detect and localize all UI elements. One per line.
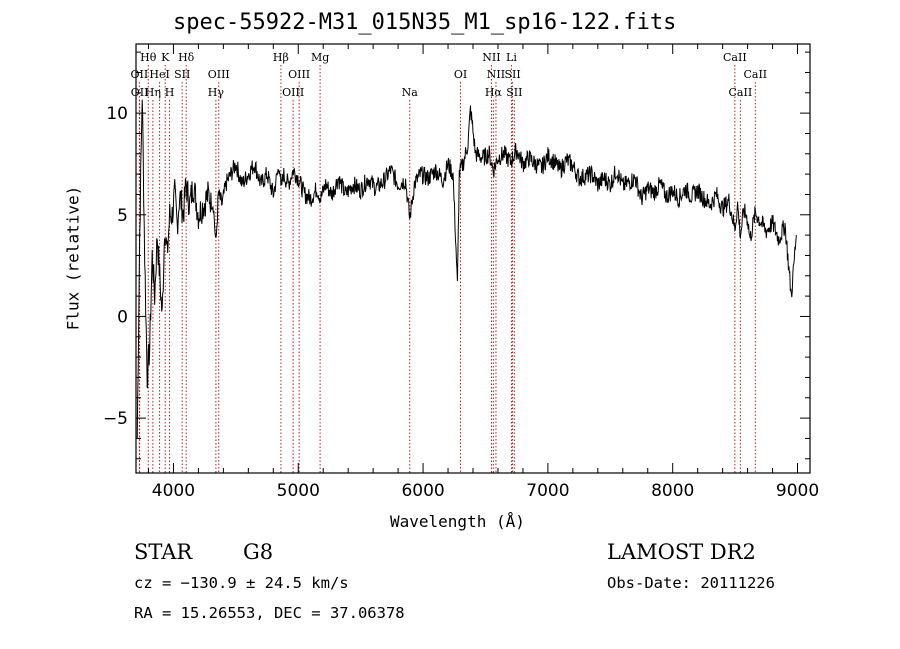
spectral-line-label: NII (487, 68, 505, 81)
spectral-line-label: OIII (282, 86, 304, 99)
spectral-line-label: Hβ (273, 51, 289, 64)
radial-velocity: cz = −130.9 ± 24.5 km/s (134, 574, 349, 592)
spectral-line-label: Hγ (208, 86, 225, 99)
y-tick-label: −5 (103, 409, 128, 429)
survey-name: LAMOST DR2 (607, 540, 756, 564)
spectral-line-label: OII (131, 86, 149, 99)
y-tick-label: 10 (106, 104, 128, 124)
spectral-line-label: Mg (311, 51, 329, 64)
spectral-line-label: CaII (729, 86, 753, 99)
spectral-line-label: CaII (723, 51, 747, 64)
spectral-line-label: K (161, 51, 170, 64)
spectral-line-label: Hα (485, 86, 503, 99)
y-tick-label: 5 (117, 206, 128, 226)
spectral-line-label: Li (506, 51, 517, 64)
x-tick-label: 5000 (277, 481, 320, 501)
object-class: STAR (134, 540, 193, 564)
x-tick-label: 8000 (651, 481, 694, 501)
obs-date: Obs-Date: 20111226 (607, 574, 775, 592)
spectral-line-label: CaII (743, 68, 767, 81)
spectral-line-label: OIII (288, 68, 310, 81)
spectral-line-label: OIII (208, 68, 230, 81)
spectral-line-label: OII (131, 68, 149, 81)
spectral-line-label: Hη (145, 86, 161, 99)
spectral-line-label: Hδ (178, 51, 195, 64)
spectral-line-label: SII (504, 68, 520, 81)
y-axis-label: Flux (relative) (63, 185, 83, 331)
x-tick-label: 4000 (152, 481, 195, 501)
spectral-line-label: NII (482, 51, 500, 64)
spectral-line-label: SII (174, 68, 190, 81)
spectral-line-label: H (165, 86, 175, 99)
object-subclass: G8 (243, 540, 274, 564)
spectral-line-label: SII (506, 86, 522, 99)
spectral-line-label: OI (454, 68, 467, 81)
x-tick-label: 9000 (776, 481, 819, 501)
chart-title: spec-55922-M31_015N35_M1_sp16-122.fits (173, 10, 677, 35)
spectral-line-label: Hθ (140, 51, 157, 64)
coordinates: RA = 15.26553, DEC = 37.06378 (134, 604, 405, 622)
x-tick-label: 7000 (526, 481, 569, 501)
spectral-line-label: HeI (149, 68, 169, 81)
spectral-line-markers (138, 65, 756, 473)
plot-frame (135, 43, 811, 474)
axis-ticks: 4000 5000 6000 7000 8000 9000 −5 0 5 10 (103, 44, 819, 501)
x-tick-label: 6000 (401, 481, 444, 501)
x-axis-label: Wavelength (Å) (390, 512, 525, 531)
spectrum-line (136, 99, 797, 439)
y-tick-label: 0 (117, 307, 128, 327)
spectral-line-label: Na (402, 86, 419, 99)
